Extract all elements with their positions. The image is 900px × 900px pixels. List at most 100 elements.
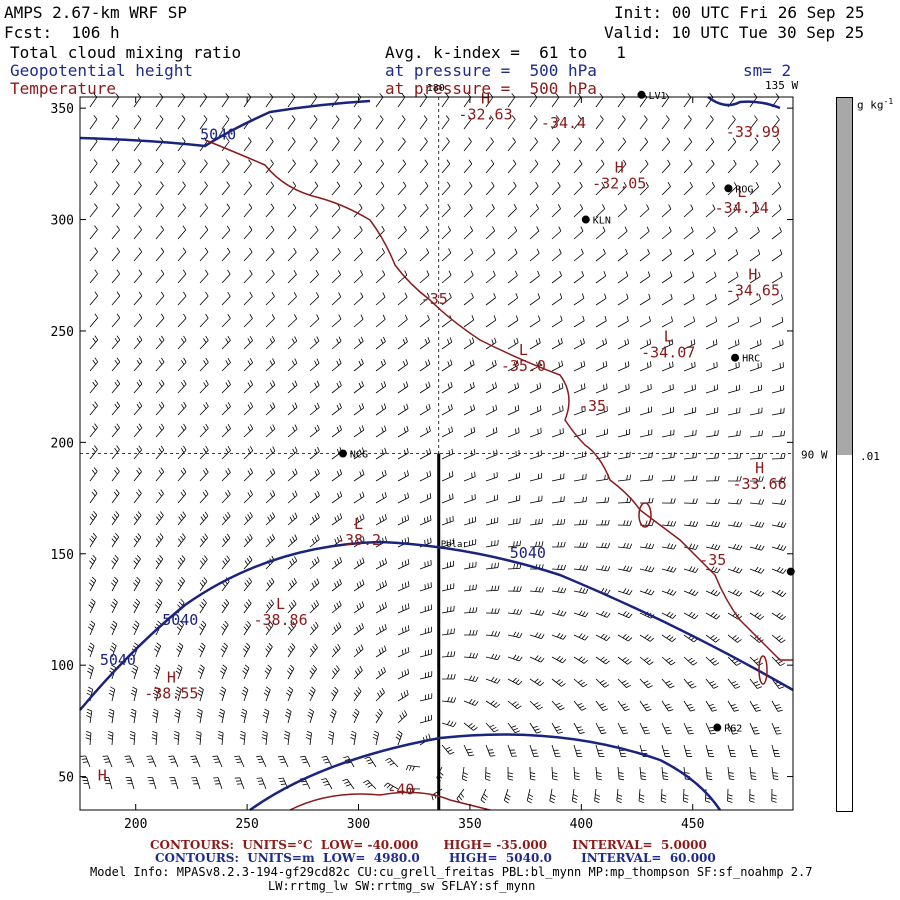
wind-barb-feather bbox=[692, 293, 695, 299]
lon-135-label: 135 W bbox=[765, 79, 798, 92]
wind-barb bbox=[683, 588, 699, 597]
wind-barb-feather bbox=[402, 137, 406, 142]
wind-barb-feather bbox=[629, 566, 633, 572]
wind-barb-feather bbox=[646, 659, 652, 663]
wind-barb-feather bbox=[713, 590, 718, 595]
wind-barb bbox=[639, 722, 651, 735]
wind-barb bbox=[441, 744, 455, 755]
wind-barb bbox=[265, 225, 275, 240]
wind-barb-feather bbox=[402, 338, 406, 344]
wind-barb-feather bbox=[379, 605, 382, 611]
wind-barb bbox=[727, 137, 737, 152]
wind-barb-feather bbox=[155, 582, 160, 587]
wind-barb-feather bbox=[91, 491, 96, 497]
wind-barb-staff bbox=[771, 231, 782, 240]
wind-barb bbox=[661, 565, 677, 573]
wind-barb-feather bbox=[579, 519, 582, 525]
wind-barb-feather bbox=[496, 679, 501, 684]
wind-barb-feather bbox=[374, 730, 379, 734]
wind-barb bbox=[287, 446, 298, 460]
wind-barb-feather bbox=[519, 632, 523, 638]
wind-barb-feather bbox=[602, 658, 608, 663]
wind-barb-staff bbox=[353, 385, 364, 394]
wind-barb bbox=[353, 115, 362, 130]
wind-barb bbox=[89, 401, 98, 416]
wind-barb-feather bbox=[646, 226, 650, 232]
wind-barb bbox=[353, 513, 365, 526]
wind-barb-feather bbox=[776, 706, 782, 710]
wind-barb-feather bbox=[541, 610, 545, 616]
wind-barb bbox=[331, 425, 342, 438]
wind-barb bbox=[375, 336, 386, 350]
wind-barb-feather bbox=[651, 520, 654, 526]
wind-barb bbox=[595, 678, 610, 688]
wind-barb bbox=[441, 359, 453, 372]
wind-barb bbox=[287, 424, 298, 438]
wind-barb bbox=[529, 405, 542, 416]
wind-barb-feather bbox=[645, 682, 651, 686]
wind-barb-staff bbox=[529, 119, 538, 130]
wind-barb-feather bbox=[181, 555, 186, 560]
wind-barb-staff bbox=[287, 207, 297, 218]
wind-barb bbox=[485, 449, 498, 460]
wind-barb-feather bbox=[582, 565, 585, 571]
wind-barb-feather bbox=[711, 683, 717, 687]
wind-barb-feather bbox=[134, 601, 139, 606]
wind-barb bbox=[419, 115, 428, 130]
wind-barb bbox=[771, 589, 787, 597]
wind-barb-staff bbox=[419, 319, 430, 328]
wind-barb-feather bbox=[690, 204, 694, 210]
wind-barb bbox=[265, 247, 275, 262]
wind-barb-feather bbox=[735, 249, 739, 255]
wind-barb-feather bbox=[269, 448, 273, 454]
wind-barb bbox=[616, 788, 623, 804]
wind-barb-feather bbox=[645, 732, 651, 735]
wind-barb-feather bbox=[469, 652, 472, 658]
wind-barb-staff bbox=[595, 298, 607, 306]
wind-barb-feather bbox=[314, 426, 318, 432]
wind-barb-feather bbox=[495, 404, 498, 410]
wind-barb-staff bbox=[309, 163, 318, 174]
wind-barb-feather bbox=[539, 682, 544, 687]
wind-barb-feather bbox=[563, 518, 566, 525]
height-value-label: 5040 bbox=[100, 651, 136, 669]
wind-barb bbox=[419, 226, 429, 240]
wind-barb-feather bbox=[753, 681, 759, 684]
wind-barb-feather bbox=[138, 313, 143, 319]
wind-barb bbox=[529, 678, 544, 687]
wind-barb-feather bbox=[292, 514, 296, 520]
wind-barb bbox=[177, 357, 187, 372]
wind-barb-staff bbox=[309, 185, 319, 196]
wind-barb bbox=[309, 621, 319, 636]
wind-barb-feather bbox=[539, 382, 542, 388]
wind-barb-feather bbox=[314, 181, 319, 187]
wind-barb-staff bbox=[243, 362, 253, 372]
wind-barb bbox=[683, 93, 692, 108]
wind-barb-staff bbox=[595, 478, 608, 482]
wind-barb-staff bbox=[529, 432, 542, 438]
wind-barb bbox=[485, 653, 501, 661]
wind-barb-staff bbox=[617, 275, 629, 284]
wind-barb-feather bbox=[380, 181, 385, 187]
wind-barb-feather bbox=[447, 749, 453, 753]
wind-barb-feather bbox=[116, 467, 120, 472]
temp-value-label: -34.14 bbox=[715, 199, 769, 217]
wind-barb-staff bbox=[397, 497, 409, 504]
wind-barb-feather bbox=[116, 401, 121, 407]
wind-barb-feather bbox=[618, 775, 624, 778]
wind-barb-feather bbox=[649, 637, 655, 642]
wind-barb bbox=[397, 359, 409, 372]
wind-barb-feather bbox=[425, 405, 428, 411]
wind-barb-feather bbox=[153, 689, 159, 693]
wind-barb-feather bbox=[159, 533, 164, 538]
wind-barb bbox=[595, 474, 609, 482]
wind-barb-staff bbox=[155, 339, 165, 350]
wind-barb bbox=[199, 445, 209, 460]
wind-barb-staff bbox=[89, 185, 98, 196]
wind-barb bbox=[529, 115, 538, 130]
wind-barb-feather bbox=[601, 565, 604, 571]
wind-barb-feather bbox=[666, 115, 670, 120]
wind-barb bbox=[331, 557, 343, 570]
wind-barb-feather bbox=[604, 293, 607, 299]
wind-barb-feather bbox=[218, 734, 223, 737]
